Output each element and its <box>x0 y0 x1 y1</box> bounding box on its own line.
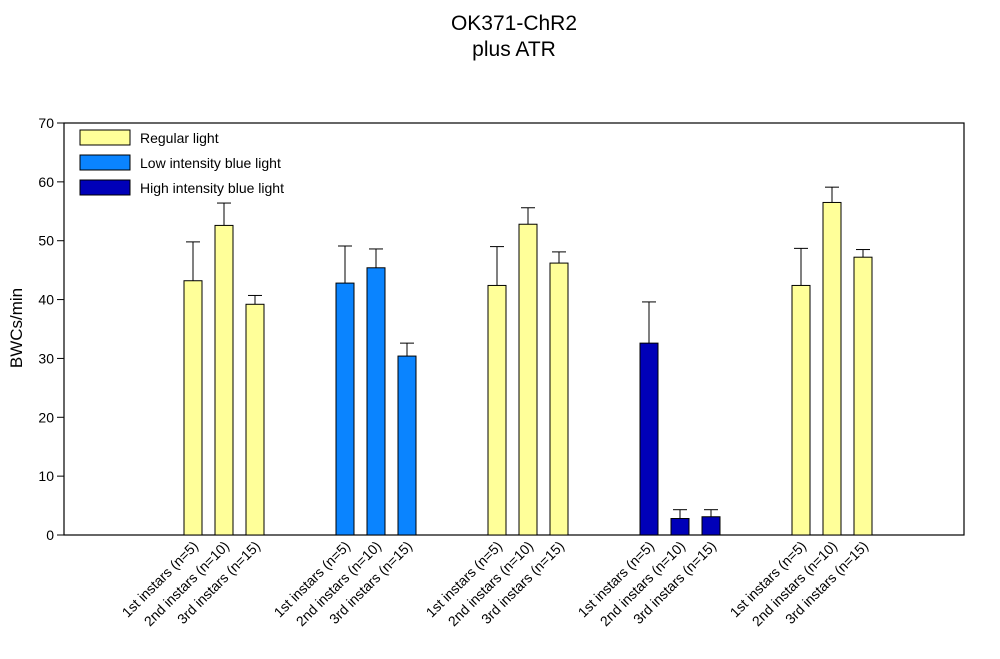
y-tick-label: 0 <box>46 527 54 543</box>
legend-swatch <box>79 129 131 146</box>
chart-title-line-2: plus ATR <box>472 38 556 61</box>
plot-frame <box>63 122 965 536</box>
bar <box>487 284 507 536</box>
bar <box>549 262 569 536</box>
bar <box>853 256 873 536</box>
bar <box>822 201 842 536</box>
bar <box>245 303 265 536</box>
y-tick-label: 70 <box>38 115 54 131</box>
y-tick-label: 50 <box>38 233 54 249</box>
bar <box>183 280 203 536</box>
bar <box>701 516 721 536</box>
bar <box>670 518 690 536</box>
bars-layer <box>183 186 873 536</box>
y-tick-label: 30 <box>38 350 54 366</box>
bar <box>639 342 659 536</box>
bar <box>791 284 811 536</box>
bar <box>214 224 234 536</box>
legend: Regular light Low intensity blue light Hig… <box>79 129 284 196</box>
bar <box>366 267 386 536</box>
category-labels: 1st instars (n=5)2nd instars (n=10)3rd i… <box>119 538 872 629</box>
y-tick-label: 10 <box>38 468 54 484</box>
bar <box>397 355 417 536</box>
legend-swatch <box>79 179 131 196</box>
legend-swatch <box>79 154 131 171</box>
legend-label: High intensity blue light <box>140 180 284 196</box>
y-tick-label: 20 <box>38 409 54 425</box>
y-axis-label: BWCs/min <box>7 288 26 368</box>
y-tick-label: 40 <box>38 292 54 308</box>
legend-label: Low intensity blue light <box>140 155 281 171</box>
legend-label: Regular light <box>140 130 219 146</box>
y-tick-label: 60 <box>38 174 54 190</box>
bar <box>335 282 355 536</box>
y-axis: 0 10 20 30 40 50 60 70 <box>38 115 64 543</box>
bar <box>518 223 538 536</box>
chart-title-line-1: OK371-ChR2 <box>451 12 577 35</box>
